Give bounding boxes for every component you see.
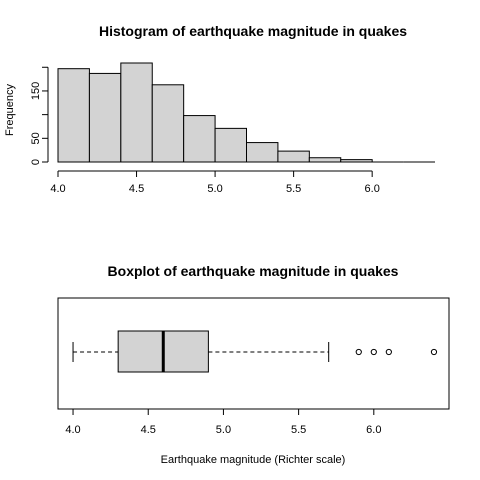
histogram-bar bbox=[277, 150, 310, 163]
histogram-bar bbox=[246, 142, 279, 163]
histogram-title: Histogram of earthquake magnitude in qua… bbox=[99, 23, 407, 39]
histogram-bar bbox=[214, 127, 247, 163]
boxplot-x-tick-label: 5.0 bbox=[216, 424, 231, 436]
boxplot-outlier bbox=[355, 348, 362, 356]
histogram-bar bbox=[340, 159, 373, 163]
boxplot-outlier bbox=[430, 348, 438, 356]
histogram-bar bbox=[88, 72, 122, 163]
boxplot-outlier bbox=[385, 348, 392, 356]
histogram-bar bbox=[57, 68, 90, 163]
histogram-x-tick-label: 6.0 bbox=[365, 183, 380, 195]
histogram-x-tick-label: 5.5 bbox=[286, 183, 301, 195]
histogram-y-tick-label: 50 bbox=[30, 132, 42, 144]
boxplot-outlier bbox=[370, 348, 377, 356]
histogram-y-tick-label: 150 bbox=[30, 82, 42, 100]
histogram-bar bbox=[120, 62, 153, 163]
boxplot-title: Boxplot of earthquake magnitude in quake… bbox=[108, 263, 399, 279]
histogram-bar bbox=[308, 157, 342, 163]
boxplot-x-axis: 4.0 4.5 5.0 5.5 6.0 bbox=[65, 408, 381, 436]
histogram-ylabel: Frequency bbox=[4, 84, 16, 136]
boxplot-chart: Boxplot of earthquake magnitude in quake… bbox=[57, 263, 450, 466]
histogram-y-axis: 0 50 150 bbox=[30, 66, 49, 165]
boxplot-x-tick-label: 6.0 bbox=[366, 424, 381, 436]
histogram-bars bbox=[57, 62, 435, 163]
boxplot-xlabel: Earthquake magnitude (Richter scale) bbox=[161, 454, 346, 466]
histogram-bar bbox=[183, 115, 216, 163]
boxplot-x-tick-label: 4.0 bbox=[65, 424, 80, 436]
boxplot-x-tick-label: 5.5 bbox=[291, 424, 306, 436]
histogram-x-tick-label: 4.5 bbox=[129, 183, 144, 195]
histogram-x-axis: 4.0 4.5 5.0 5.5 6.0 bbox=[50, 170, 380, 195]
boxplot-x-tick-label: 4.5 bbox=[141, 424, 156, 436]
histogram-x-tick-label: 5.0 bbox=[207, 183, 222, 195]
boxplot-body bbox=[72, 330, 438, 373]
histogram-chart: Histogram of earthquake magnitude in qua… bbox=[4, 23, 435, 195]
histogram-x-tick-label: 4.0 bbox=[50, 183, 65, 195]
histogram-y-tick-label: 0 bbox=[30, 159, 42, 165]
histogram-bar bbox=[151, 84, 185, 163]
